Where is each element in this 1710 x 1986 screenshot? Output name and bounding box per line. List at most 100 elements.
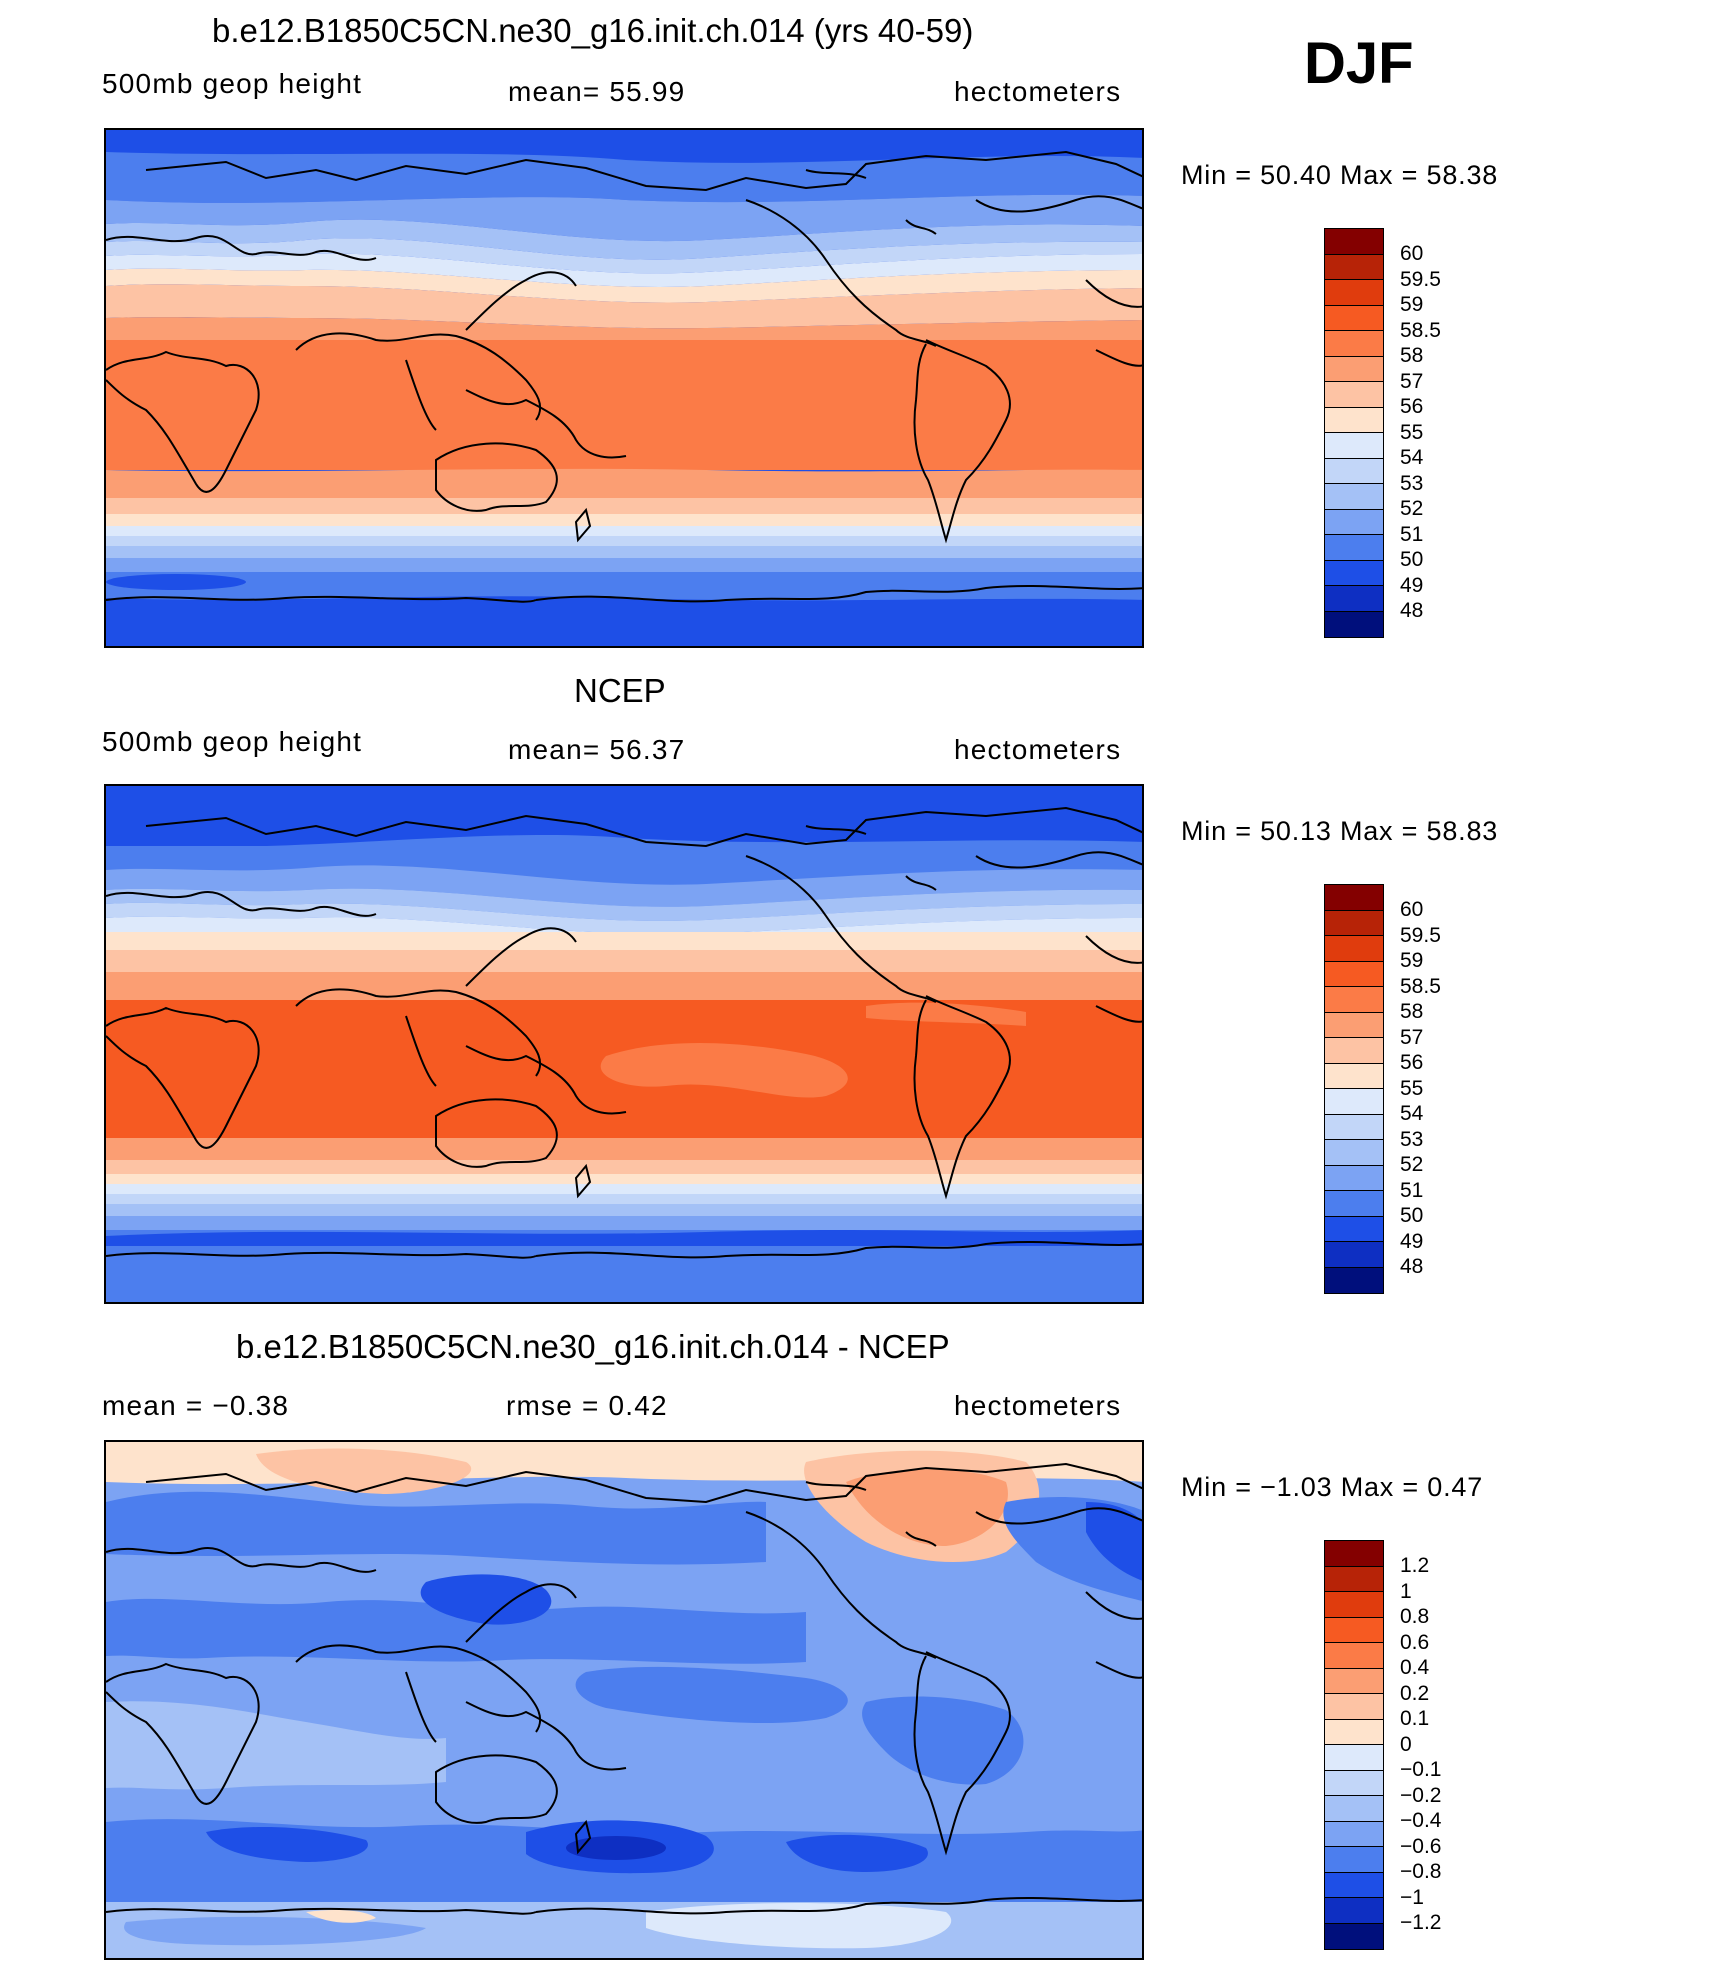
colorbar-1-swatch-1 [1325,229,1383,255]
colorbar-1-tick-label: 57 [1400,370,1424,393]
colorbar-1-swatch-12 [1325,509,1383,535]
colorbar-1-tick-label: 56 [1400,395,1424,418]
colorbar-2-swatch-5 [1325,987,1383,1013]
colorbar-3-tick-label: −0.8 [1400,1860,1442,1883]
colorbar-2-swatch-8 [1325,1063,1383,1089]
colorbar-2-swatch-12 [1325,1165,1383,1191]
colorbar-3-tick-label: 0.1 [1400,1707,1430,1730]
colorbar-3-swatch-14 [1325,1872,1383,1898]
colorbar-1-tick-label: 54 [1400,446,1424,469]
colorbar-1-swatch-16 [1325,611,1383,637]
colorbar-3-swatch-4 [1325,1617,1383,1643]
colorbar-2-swatch-15 [1325,1242,1383,1268]
panel-2-colorbar [1324,884,1384,1294]
colorbar-3-tick-label: −0.4 [1400,1809,1442,1832]
colorbar-2-tick-label: 58.5 [1400,975,1441,998]
colorbar-1-swatch-7 [1325,382,1383,408]
colorbar-3-tick-label: 0 [1400,1733,1412,1756]
panel-3-contour-field [106,1442,1142,1958]
colorbar-1-tick-label: 59 [1400,293,1424,316]
colorbar-3-swatch-8 [1325,1719,1383,1745]
colorbar-2-tick-label: 56 [1400,1051,1424,1074]
panel-2-mean-label: mean= 56.37 [508,734,686,765]
colorbar-3-tick-label: 1 [1400,1580,1412,1603]
colorbar-2-tick-label: 48 [1400,1255,1424,1278]
colorbar-2-tick-label: 60 [1400,898,1424,921]
colorbar-1-swatch-5 [1325,331,1383,357]
colorbar-1-tick-label: 60 [1400,242,1424,265]
colorbar-3-swatch-7 [1325,1694,1383,1720]
colorbar-1-tick-label: 49 [1400,574,1424,597]
colorbar-2-swatch-1 [1325,885,1383,911]
panel-3-map [104,1440,1144,1960]
panel-3-title: b.e12.B1850C5CN.ne30_g16.init.ch.014 - N… [236,1328,950,1365]
colorbar-2-swatch-7 [1325,1038,1383,1064]
colorbar-3-tick-label: 1.2 [1400,1554,1430,1577]
colorbar-3-tick-label: 0.4 [1400,1656,1430,1679]
colorbar-2-swatch-16 [1325,1267,1383,1293]
colorbar-1-swatch-15 [1325,586,1383,612]
panel-2-minmax: Min = 50.13 Max = 58.83 [1181,816,1499,846]
colorbar-2-swatch-3 [1325,936,1383,962]
panel-1-contour-field [106,130,1142,646]
colorbar-1-swatch-2 [1325,254,1383,280]
colorbar-1-swatch-4 [1325,305,1383,331]
colorbar-1-swatch-9 [1325,433,1383,459]
colorbar-1-swatch-13 [1325,535,1383,561]
panel-1-title: b.e12.B1850C5CN.ne30_g16.init.ch.014 (yr… [212,12,974,49]
colorbar-2-tick-label: 53 [1400,1128,1424,1151]
colorbar-3-swatch-6 [1325,1668,1383,1694]
colorbar-1-tick-label: 58.5 [1400,319,1441,342]
colorbar-2-tick-label: 57 [1400,1026,1424,1049]
colorbar-2-swatch-11 [1325,1140,1383,1166]
panel-2-units-label: hectometers [954,734,1122,765]
colorbar-2-tick-label: 49 [1400,1230,1424,1253]
colorbar-3-swatch-10 [1325,1770,1383,1796]
colorbar-2-tick-label: 58 [1400,1000,1424,1023]
panel-1-units-label: hectometers [954,76,1122,107]
colorbar-3-swatch-2 [1325,1566,1383,1592]
colorbar-2-tick-label: 54 [1400,1102,1424,1125]
colorbar-2-tick-label: 50 [1400,1204,1424,1227]
colorbar-2-swatch-9 [1325,1089,1383,1115]
colorbar-2-swatch-10 [1325,1114,1383,1140]
colorbar-2-swatch-14 [1325,1216,1383,1242]
panel-2-variable-label: 500mb geop height [102,726,363,757]
colorbar-3-swatch-15 [1325,1898,1383,1924]
colorbar-1-swatch-10 [1325,458,1383,484]
colorbar-3-tick-label: −1.2 [1400,1911,1442,1934]
panel-1-colorbar [1324,228,1384,638]
colorbar-3-swatch-3 [1325,1592,1383,1618]
panel-3-units-label: hectometers [954,1390,1122,1421]
colorbar-1-tick-label: 52 [1400,497,1424,520]
colorbar-2-tick-label: 55 [1400,1077,1424,1100]
colorbar-3-tick-label: −0.6 [1400,1835,1442,1858]
colorbar-3-tick-label: −0.1 [1400,1758,1442,1781]
colorbar-1-swatch-14 [1325,560,1383,586]
panel-1-variable-label: 500mb geop height [102,68,363,99]
panel-1-mean-label: mean= 55.99 [508,76,686,107]
colorbar-1-tick-label: 48 [1400,599,1424,622]
colorbar-2-tick-label: 59.5 [1400,924,1441,947]
panel-2-contour-field [106,786,1142,1302]
panel-3-minmax: Min = −1.03 Max = 0.47 [1181,1472,1484,1502]
panel-3-rmse-label: rmse = 0.42 [506,1390,668,1421]
colorbar-2-tick-label: 51 [1400,1179,1424,1202]
colorbar-3-swatch-13 [1325,1847,1383,1873]
colorbar-3-tick-label: −0.2 [1400,1784,1442,1807]
colorbar-2-tick-label: 59 [1400,949,1424,972]
colorbar-2-tick-label: 52 [1400,1153,1424,1176]
colorbar-1-swatch-11 [1325,484,1383,510]
colorbar-1-tick-label: 50 [1400,548,1424,571]
panel-3-mean-label: mean = −0.38 [102,1390,290,1421]
panel-3-colorbar [1324,1540,1384,1950]
colorbar-3-swatch-1 [1325,1541,1383,1567]
colorbar-2-swatch-6 [1325,1012,1383,1038]
panel-1-minmax: Min = 50.40 Max = 58.38 [1181,160,1499,190]
colorbar-1-tick-label: 53 [1400,472,1424,495]
colorbar-2-swatch-2 [1325,910,1383,936]
colorbar-1-swatch-8 [1325,407,1383,433]
colorbar-3-swatch-11 [1325,1796,1383,1822]
colorbar-3-tick-label: 0.8 [1400,1605,1430,1628]
panel-2-map [104,784,1144,1304]
